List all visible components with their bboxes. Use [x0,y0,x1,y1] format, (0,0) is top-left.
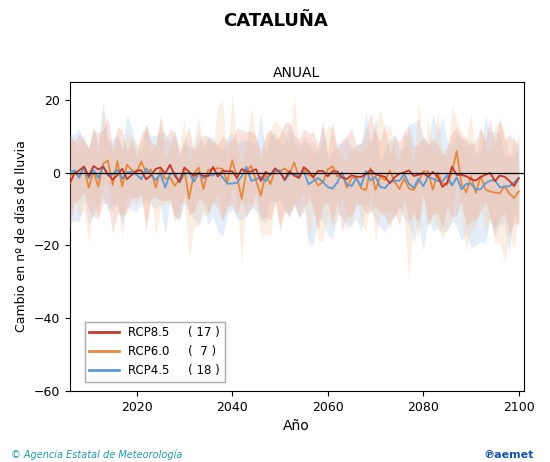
Text: ℗aemet: ℗aemet [483,450,534,460]
X-axis label: Año: Año [283,419,310,433]
Legend: RCP8.5     ( 17 ), RCP6.0     (  7 ), RCP4.5     ( 18 ): RCP8.5 ( 17 ), RCP6.0 ( 7 ), RCP4.5 ( 18… [85,322,225,382]
Text: CATALUÑA: CATALUÑA [223,12,327,30]
Title: ANUAL: ANUAL [273,67,320,80]
Text: © Agencia Estatal de Meteorología: © Agencia Estatal de Meteorología [11,449,183,460]
Y-axis label: Cambio en nº de días de lluvia: Cambio en nº de días de lluvia [15,140,28,332]
